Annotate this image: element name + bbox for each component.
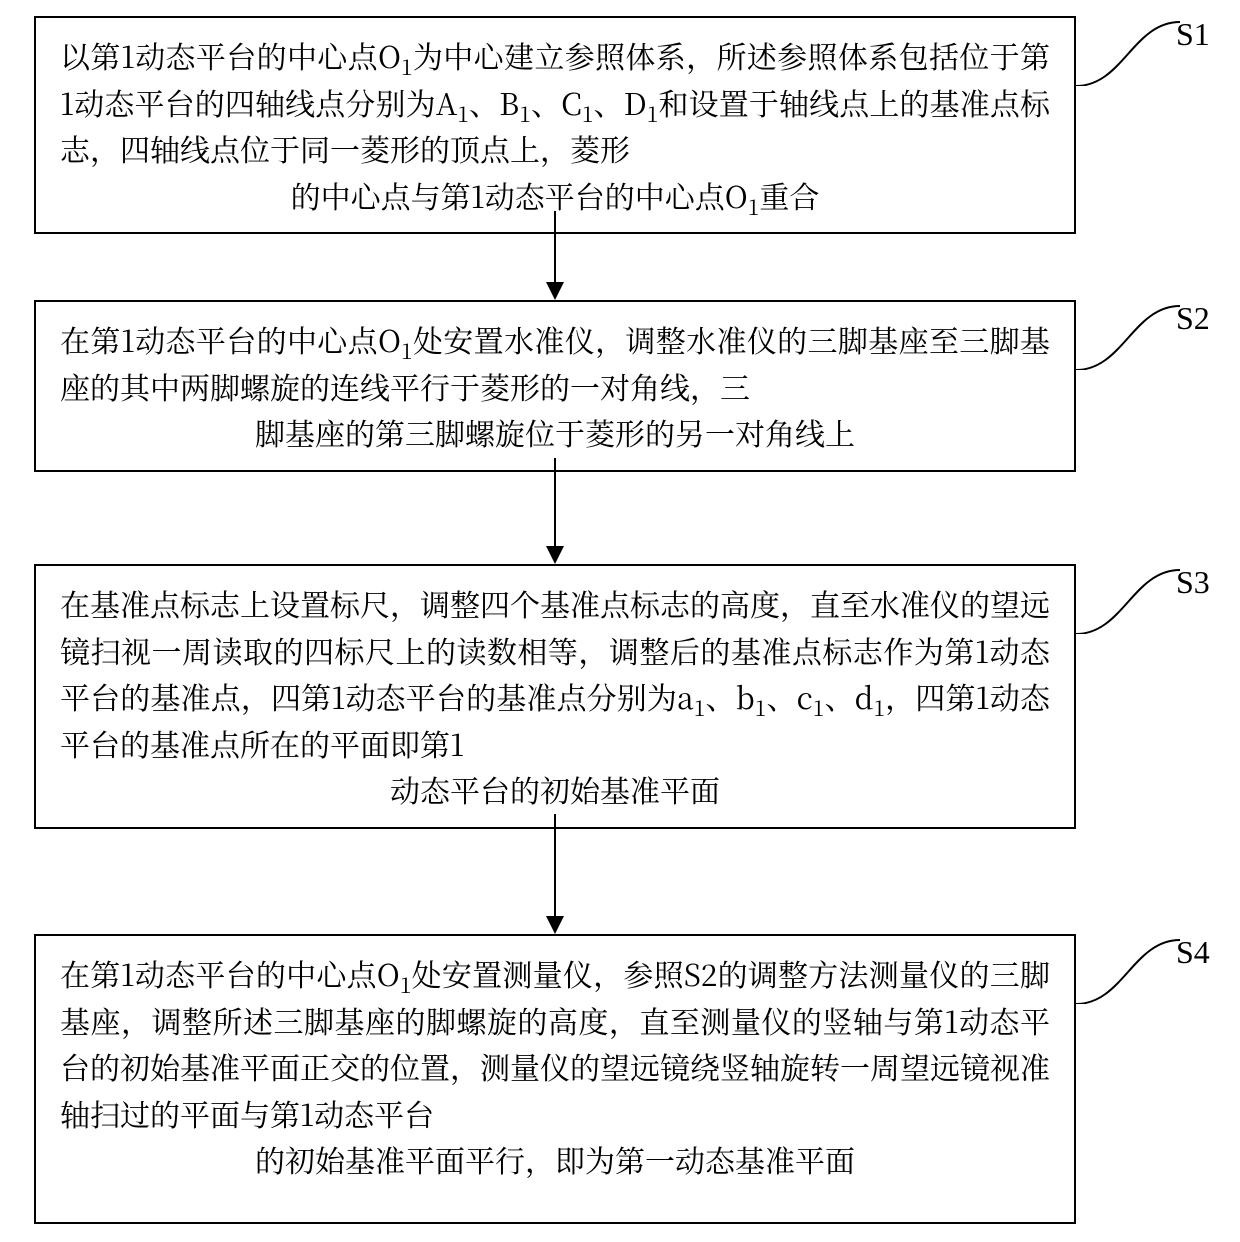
step-label-s2: S2 bbox=[1176, 300, 1210, 337]
step-label-s3: S3 bbox=[1176, 564, 1210, 601]
arrow-head-2 bbox=[546, 546, 564, 564]
connector-curve-s1 bbox=[1076, 16, 1180, 86]
arrow-head-3 bbox=[546, 916, 564, 934]
step-label-s4: S4 bbox=[1176, 934, 1210, 971]
step-box-s2: 在第1动态平台的中心点O1处安置水准仪，调整水准仪的三脚基座至三脚基座的其中两脚… bbox=[34, 300, 1076, 472]
step-box-s3: 在基准点标志上设置标尺，调整四个基准点标志的高度，直至水准仪的望远镜扫视一周读取… bbox=[34, 564, 1076, 829]
step-label-s1: S1 bbox=[1176, 16, 1210, 53]
arrow-shaft-3 bbox=[554, 814, 556, 916]
connector-curve-s3 bbox=[1076, 564, 1180, 634]
flowchart-canvas: 以第1动态平台的中心点O1为中心建立参照体系，所述参照体系包括位于第1动态平台的… bbox=[0, 0, 1240, 1242]
step-box-s1: 以第1动态平台的中心点O1为中心建立参照体系，所述参照体系包括位于第1动态平台的… bbox=[34, 16, 1076, 234]
step-box-s4: 在第1动态平台的中心点O1处安置测量仪，参照S2的调整方法测量仪的三脚基座，调整… bbox=[34, 934, 1076, 1224]
connector-curve-s2 bbox=[1076, 300, 1180, 370]
arrow-shaft-2 bbox=[554, 458, 556, 546]
arrow-head-1 bbox=[546, 282, 564, 300]
connector-curve-s4 bbox=[1076, 934, 1180, 1004]
arrow-shaft-1 bbox=[554, 211, 556, 282]
